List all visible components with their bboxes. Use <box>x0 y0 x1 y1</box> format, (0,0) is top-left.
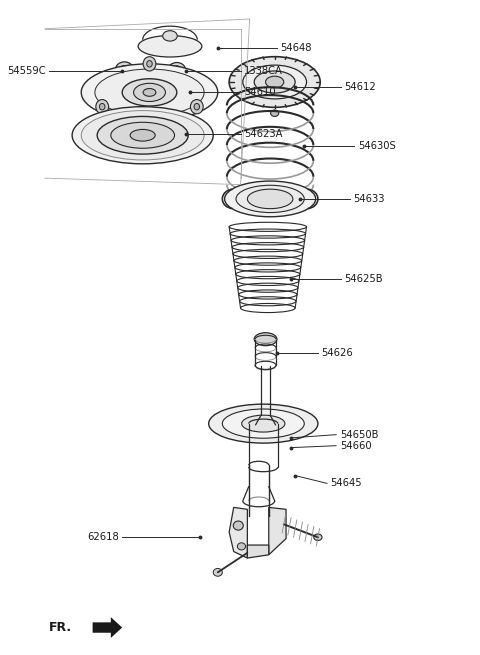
Ellipse shape <box>115 62 133 77</box>
Text: 54633: 54633 <box>353 194 385 204</box>
Ellipse shape <box>254 71 295 93</box>
Ellipse shape <box>138 35 202 57</box>
Ellipse shape <box>194 103 200 110</box>
Ellipse shape <box>271 110 279 117</box>
Ellipse shape <box>254 333 277 346</box>
Text: 54626: 54626 <box>322 348 353 358</box>
Ellipse shape <box>314 534 322 540</box>
Text: 62618: 62618 <box>87 532 119 542</box>
Ellipse shape <box>233 521 243 530</box>
Ellipse shape <box>81 64 218 121</box>
Ellipse shape <box>209 404 318 443</box>
Ellipse shape <box>213 569 222 576</box>
Ellipse shape <box>143 88 156 96</box>
Ellipse shape <box>229 57 320 107</box>
Text: 54660: 54660 <box>340 441 372 451</box>
Text: 54648: 54648 <box>281 43 312 53</box>
Ellipse shape <box>81 111 204 160</box>
Ellipse shape <box>225 181 316 217</box>
Text: 54612: 54612 <box>344 83 376 92</box>
Ellipse shape <box>173 66 181 73</box>
Text: 54630S: 54630S <box>358 141 396 151</box>
Ellipse shape <box>120 66 129 74</box>
Text: 54625B: 54625B <box>344 274 383 284</box>
Ellipse shape <box>191 100 203 114</box>
Polygon shape <box>93 617 122 638</box>
Polygon shape <box>247 545 269 558</box>
Text: 54623A: 54623A <box>244 129 283 139</box>
Ellipse shape <box>143 57 156 71</box>
Ellipse shape <box>163 31 177 41</box>
Ellipse shape <box>95 69 204 116</box>
Ellipse shape <box>97 117 188 154</box>
Ellipse shape <box>111 122 175 148</box>
Ellipse shape <box>236 185 304 213</box>
Ellipse shape <box>247 189 293 209</box>
Ellipse shape <box>243 65 307 99</box>
Ellipse shape <box>265 76 284 88</box>
Polygon shape <box>229 508 247 558</box>
Ellipse shape <box>147 60 152 67</box>
Text: 54645: 54645 <box>331 478 362 489</box>
Ellipse shape <box>99 103 105 110</box>
Ellipse shape <box>237 543 246 550</box>
Ellipse shape <box>122 79 177 106</box>
Ellipse shape <box>133 83 166 102</box>
Text: 54559C: 54559C <box>7 66 46 76</box>
Ellipse shape <box>168 62 185 77</box>
Ellipse shape <box>241 415 285 432</box>
Text: 54610: 54610 <box>244 87 276 98</box>
Ellipse shape <box>222 409 304 438</box>
Ellipse shape <box>72 107 213 164</box>
Text: FR.: FR. <box>49 621 72 634</box>
Text: 1338CA: 1338CA <box>244 66 283 76</box>
Text: 54650B: 54650B <box>340 430 378 440</box>
Polygon shape <box>269 508 286 555</box>
Ellipse shape <box>130 130 155 141</box>
Ellipse shape <box>96 100 108 114</box>
